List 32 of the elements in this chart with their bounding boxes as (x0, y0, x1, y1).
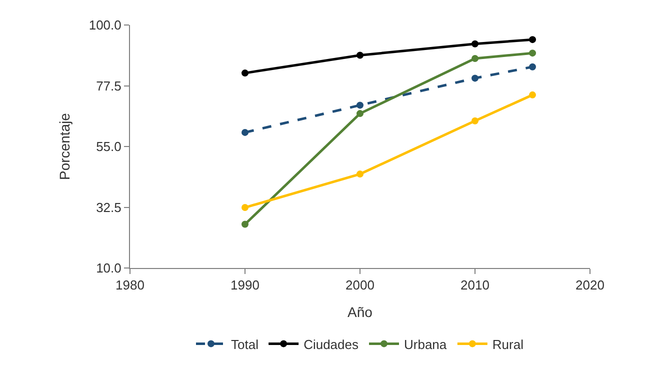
legend-label: Rural (492, 336, 524, 352)
point (472, 54, 478, 62)
point (242, 70, 248, 77)
point (356, 110, 364, 118)
point (472, 117, 478, 124)
x-axis-title: Año (348, 304, 373, 320)
x-tick-label: 1980 (116, 278, 144, 293)
legend-label: Total (231, 336, 259, 352)
y-tick-label: 100.0 (88, 18, 122, 33)
y-axis-title: Porcentaje (56, 112, 72, 180)
point (356, 52, 364, 59)
point (529, 91, 536, 98)
x-tick-label: 2010 (460, 278, 490, 293)
x-tick-label: 2000 (346, 278, 374, 293)
x-tick-label: 2020 (576, 278, 604, 293)
point (472, 74, 478, 82)
point (356, 170, 364, 178)
point (529, 36, 536, 44)
point (356, 102, 364, 109)
y-tick-label: 32.5 (96, 200, 122, 215)
y-tick-label: 55.0 (96, 139, 122, 154)
legend-label: Ciudades (304, 336, 359, 352)
point (242, 220, 248, 228)
legend-label: Urbana (404, 336, 448, 352)
point (529, 63, 536, 70)
point (242, 204, 248, 212)
x-tick-label: 1990 (230, 278, 260, 293)
y-tick-label: 77.5 (96, 78, 122, 94)
point (529, 50, 536, 57)
point (472, 40, 478, 48)
point (242, 128, 248, 136)
y-tick-label: 10.0 (96, 260, 122, 276)
